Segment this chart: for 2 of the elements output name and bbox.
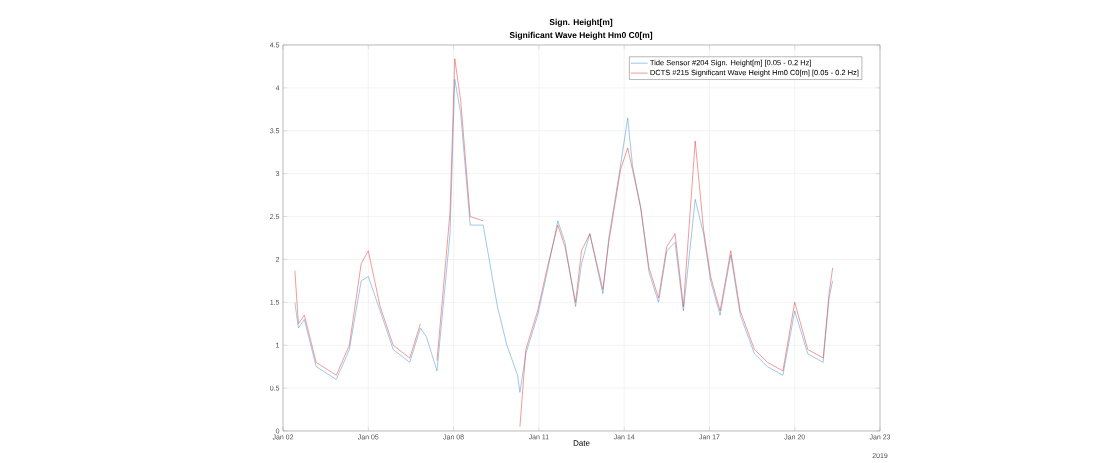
chart-title: Sign. Height[m] [549, 18, 613, 27]
chart-subtitle: Significant Wave Height Hm0 C0[m] [509, 31, 653, 40]
